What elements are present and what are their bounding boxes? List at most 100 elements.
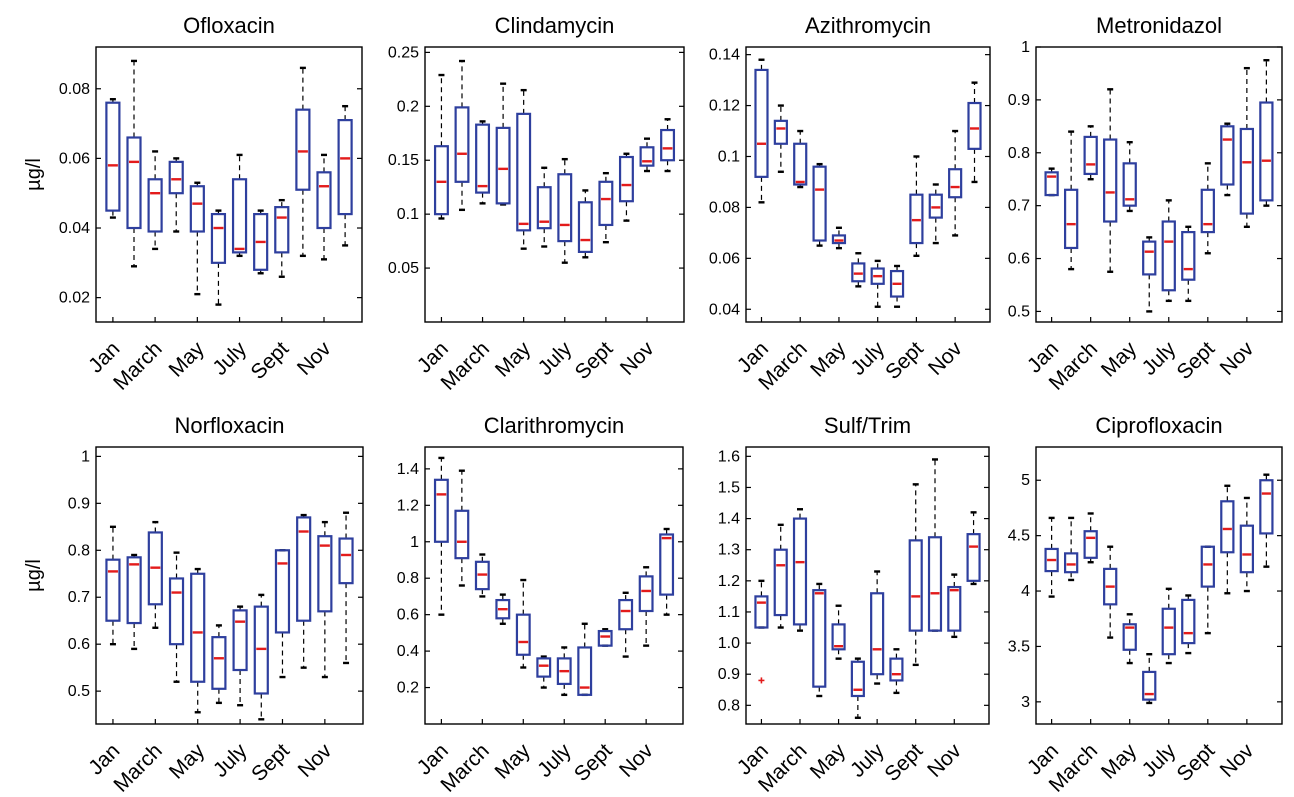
y-tick-label: 0.5 <box>1008 303 1030 320</box>
box-11 <box>1239 496 1255 593</box>
x-tick-label: Sept <box>247 739 294 786</box>
box-5 <box>516 88 532 250</box>
box-iqr <box>536 186 552 230</box>
plot-frame <box>745 46 991 323</box>
box-3 <box>792 508 808 632</box>
box-8 <box>577 189 593 259</box>
box-iqr <box>660 128 676 162</box>
x-tick-label: May <box>490 739 535 784</box>
box-iqr <box>597 629 613 647</box>
box-2 <box>126 59 142 268</box>
y-tick-label: 3.5 <box>1008 638 1030 655</box>
box-5 <box>189 181 205 296</box>
box-1 <box>1044 516 1059 598</box>
box-12 <box>659 527 675 616</box>
box-5 <box>1122 140 1137 213</box>
x-tick-label: July <box>847 337 890 380</box>
y-tick-label: 0.8 <box>1008 145 1030 162</box>
box-4 <box>168 157 184 233</box>
x-tick-label: March <box>109 739 167 797</box>
box-iqr <box>773 119 788 145</box>
box-3 <box>475 120 491 205</box>
panel-clindamycin: Clindamycin0.050.10.150.20.25JanMarchMay… <box>388 13 685 395</box>
y-tick-label: 0.9 <box>718 666 740 683</box>
x-tick-label: May <box>491 337 536 382</box>
box-iqr <box>870 592 885 676</box>
box-2 <box>1063 516 1079 582</box>
box-5 <box>831 604 846 660</box>
box-iqr <box>475 123 491 194</box>
box-iqr <box>889 657 904 682</box>
box-3 <box>474 553 490 598</box>
x-tick-label: May <box>165 337 210 382</box>
box-9 <box>597 628 613 647</box>
box-4 <box>1103 545 1118 639</box>
y-tick-label: 5 <box>1021 472 1030 489</box>
chart-title: Metronidazol <box>1096 13 1222 38</box>
box-iqr <box>126 556 142 625</box>
box-6 <box>850 657 865 719</box>
box-7 <box>1161 587 1176 665</box>
box-iqr <box>337 119 353 216</box>
y-tick-label: 1.4 <box>397 461 419 478</box>
x-tick-label: July <box>208 337 251 380</box>
box-3 <box>793 129 808 189</box>
box-6 <box>536 655 552 689</box>
box-iqr <box>1083 530 1098 559</box>
box-5 <box>1122 613 1137 665</box>
box-iqr <box>1142 240 1157 276</box>
box-iqr <box>889 269 905 298</box>
panel-metronidazol: Metronidazol0.50.60.70.80.91JanMarchMayJ… <box>1008 13 1283 395</box>
box-iqr <box>618 598 634 631</box>
box-2 <box>1063 130 1079 271</box>
box-11 <box>317 520 333 679</box>
box-iqr <box>792 517 808 626</box>
y-tick-label: 0.1 <box>397 206 419 223</box>
x-tick-label: Sept <box>881 337 928 384</box>
panel-ciprofloxacin: Ciprofloxacin33.544.55JanMarchMayJulySep… <box>1008 413 1283 797</box>
x-tick-label: Nov <box>615 739 658 782</box>
y-tick-label: 0.06 <box>59 150 90 167</box>
panel-clarithromycin: Clarithromycin0.20.40.60.811.21.4JanMarc… <box>397 413 684 797</box>
box-12 <box>338 511 354 665</box>
y-tick-label: 0.9 <box>1008 92 1030 109</box>
box-8 <box>577 622 593 697</box>
y-tick-label: 1.1 <box>718 604 740 621</box>
box-iqr <box>295 108 311 191</box>
chart-title: Clarithromycin <box>484 413 625 438</box>
box-iqr <box>147 178 163 233</box>
box-5 <box>515 578 531 669</box>
y-tick-label: 0.8 <box>68 542 90 559</box>
y-tick-label: 0.14 <box>709 47 740 64</box>
box-iqr <box>274 206 290 254</box>
box-iqr <box>1239 524 1255 574</box>
y-tick-label: 0.2 <box>397 98 419 115</box>
box-iqr <box>190 572 206 683</box>
x-tick-label: Nov <box>293 337 336 380</box>
y-tick-label: 1.5 <box>718 479 740 496</box>
panel-sulf-trim: Sulf/Trim0.80.91.01.11.21.31.41.51.6JanM… <box>718 413 990 797</box>
chart-title: Clindamycin <box>495 13 615 38</box>
box-iqr <box>831 623 846 651</box>
box-iqr <box>1220 500 1235 554</box>
plot-frame <box>745 446 990 725</box>
box-11 <box>639 137 655 173</box>
box-3 <box>147 520 163 629</box>
box-iqr <box>947 585 962 632</box>
box-iqr <box>317 535 333 613</box>
box-iqr <box>296 516 312 622</box>
box-12 <box>1259 473 1274 568</box>
x-tick-label: July <box>534 337 577 380</box>
box-iqr <box>433 478 449 543</box>
box-iqr <box>618 155 634 203</box>
box-iqr <box>812 165 827 242</box>
box-2 <box>126 553 142 651</box>
box-iqr <box>211 636 227 690</box>
box-10 <box>618 152 634 222</box>
box-8 <box>253 593 269 721</box>
box-iqr <box>105 558 121 622</box>
y-tick-label: 0.6 <box>68 636 90 653</box>
y-tick-label: 1.3 <box>718 542 740 559</box>
box-iqr <box>556 657 572 686</box>
